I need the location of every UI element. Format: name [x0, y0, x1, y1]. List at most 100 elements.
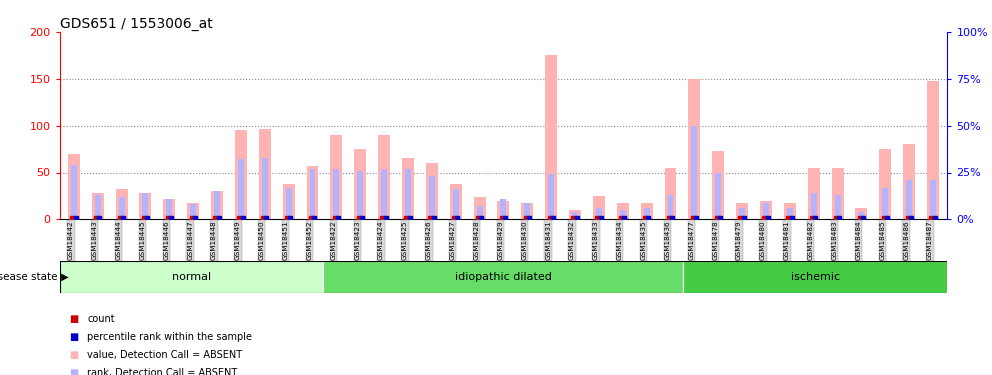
Text: GSM18426: GSM18426 [426, 220, 432, 260]
Bar [668, 195, 674, 219]
Bar [91, 193, 104, 219]
Bar [739, 208, 745, 219]
Bar [522, 202, 534, 219]
Text: GSM18434: GSM18434 [617, 220, 623, 260]
Bar [620, 210, 626, 219]
Bar [119, 197, 125, 219]
Bar [928, 81, 939, 219]
Text: GSM18448: GSM18448 [211, 220, 217, 260]
Bar [760, 201, 772, 219]
Text: ▶: ▶ [58, 272, 68, 282]
Bar [449, 184, 461, 219]
Text: normal: normal [172, 272, 211, 282]
Bar [307, 166, 318, 219]
Bar [807, 168, 819, 219]
Text: GSM18422: GSM18422 [330, 220, 336, 260]
Bar [810, 193, 816, 219]
Text: GSM18478: GSM18478 [712, 220, 718, 260]
Bar [569, 210, 581, 219]
Bar [903, 144, 916, 219]
Text: GSM18479: GSM18479 [736, 220, 742, 260]
Text: disease state: disease state [0, 272, 58, 282]
Text: ■: ■ [69, 332, 78, 342]
Bar [164, 199, 176, 219]
Text: GSM18432: GSM18432 [569, 220, 575, 260]
Bar [617, 202, 629, 219]
Bar [665, 168, 677, 219]
Text: GSM18446: GSM18446 [164, 220, 170, 260]
Bar [429, 176, 434, 219]
Text: GSM18487: GSM18487 [928, 220, 933, 260]
Bar [60, 261, 323, 292]
Bar [211, 191, 223, 219]
Bar [330, 135, 342, 219]
Bar [644, 208, 650, 219]
Text: ■: ■ [69, 350, 78, 360]
Text: GSM18431: GSM18431 [546, 220, 552, 260]
Bar [593, 196, 605, 219]
Bar [546, 56, 558, 219]
Text: GSM18444: GSM18444 [116, 220, 122, 260]
Text: GSM18450: GSM18450 [259, 220, 265, 260]
Bar [140, 193, 152, 219]
Bar [476, 206, 482, 219]
Bar [323, 261, 683, 292]
Text: GSM18433: GSM18433 [593, 220, 599, 260]
Bar [641, 202, 653, 219]
Bar [187, 202, 199, 219]
Bar [525, 202, 531, 219]
Bar [405, 169, 411, 219]
Bar [333, 169, 339, 219]
Bar [262, 158, 268, 219]
Bar [930, 180, 936, 219]
Bar [354, 149, 366, 219]
Text: idiopathic dilated: idiopathic dilated [455, 272, 552, 282]
Bar [214, 191, 220, 219]
Bar [190, 204, 196, 219]
Bar [381, 169, 387, 219]
Text: ■: ■ [69, 368, 78, 375]
Text: GSM18452: GSM18452 [307, 220, 312, 260]
Bar [715, 172, 721, 219]
Text: GSM18482: GSM18482 [807, 220, 813, 260]
Text: GDS651 / 1553006_at: GDS651 / 1553006_at [60, 17, 212, 31]
Bar [167, 199, 173, 219]
Bar [906, 180, 913, 219]
Bar [736, 202, 748, 219]
Bar [855, 208, 867, 219]
Bar [94, 195, 101, 219]
Bar [310, 169, 315, 219]
Bar [834, 195, 840, 219]
Text: GSM18423: GSM18423 [354, 220, 360, 260]
Bar [500, 199, 507, 219]
Text: GSM18486: GSM18486 [903, 220, 910, 260]
Bar [831, 168, 843, 219]
Text: GSM18447: GSM18447 [187, 220, 193, 260]
Bar [683, 261, 947, 292]
Bar [235, 130, 247, 219]
Text: count: count [87, 314, 115, 324]
Bar [452, 189, 458, 219]
Text: GSM18449: GSM18449 [235, 220, 241, 260]
Text: GSM18477: GSM18477 [688, 220, 694, 260]
Text: GSM18427: GSM18427 [449, 220, 455, 260]
Bar [286, 188, 292, 219]
Bar [712, 151, 724, 219]
Text: GSM18429: GSM18429 [497, 220, 503, 260]
Bar [879, 149, 891, 219]
Bar [882, 188, 888, 219]
Bar [572, 212, 578, 219]
Bar [70, 165, 76, 219]
Bar [858, 212, 864, 219]
Bar [763, 202, 769, 219]
Bar [67, 154, 79, 219]
Bar [787, 208, 793, 219]
Text: GSM18481: GSM18481 [784, 220, 790, 260]
Text: rank, Detection Call = ABSENT: rank, Detection Call = ABSENT [87, 368, 237, 375]
Text: GSM18445: GSM18445 [140, 220, 146, 260]
Text: GSM18483: GSM18483 [831, 220, 837, 260]
Text: ischemic: ischemic [791, 272, 840, 282]
Bar [784, 202, 796, 219]
Bar [116, 189, 128, 219]
Bar [549, 174, 555, 219]
